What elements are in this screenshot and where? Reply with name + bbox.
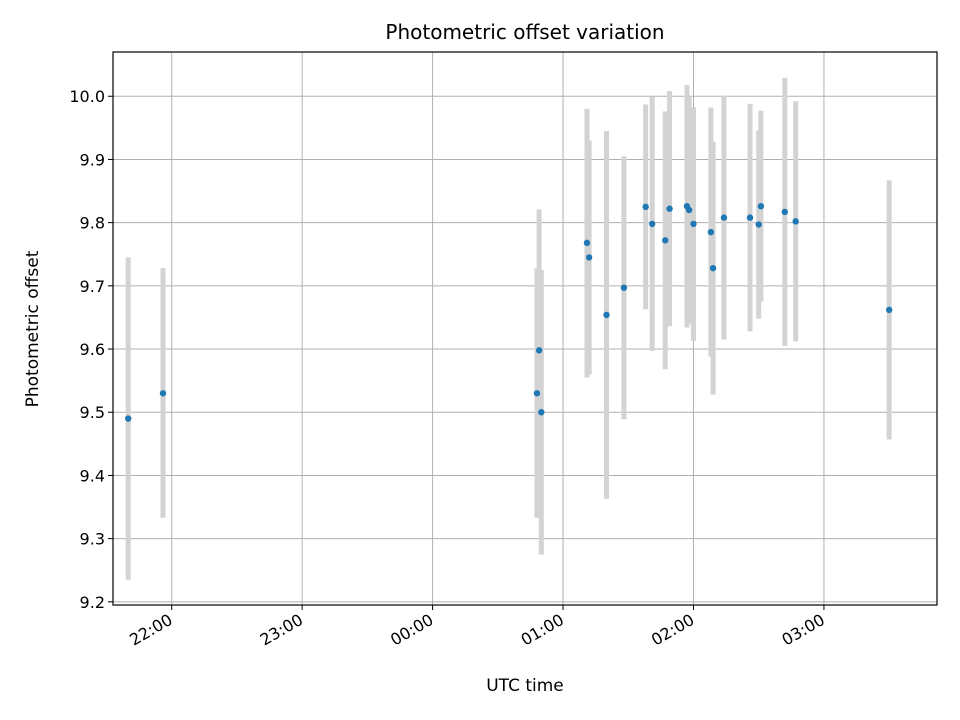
y-tick-label: 9.7: [80, 277, 105, 296]
grid-lines: [113, 52, 937, 605]
x-axis-title: UTC time: [486, 676, 564, 696]
data-point: [662, 237, 669, 244]
data-point: [792, 218, 799, 225]
data-point: [620, 284, 628, 291]
chart-title: Photometric offset variation: [385, 20, 664, 44]
data-point: [666, 205, 673, 212]
data-point: [781, 208, 789, 216]
data-point: [603, 311, 610, 319]
data-points: [125, 203, 893, 422]
data-point: [648, 220, 656, 228]
y-axis-ticks: 9.2 9.3 9.4 9.5 9.6 9.7 9.8 9.9 10.0: [69, 87, 113, 612]
y-tick-label: 9.9: [80, 150, 105, 169]
data-point: [690, 220, 697, 228]
y-tick-label: 9.5: [80, 403, 105, 422]
data-point: [685, 206, 693, 214]
data-point: [538, 409, 545, 416]
y-tick-label: 9.4: [80, 466, 105, 485]
data-point: [755, 221, 762, 228]
plot-frame: [112, 51, 938, 606]
data-point: [885, 306, 893, 314]
data-point: [125, 415, 132, 422]
y-tick-label: 9.8: [80, 214, 105, 233]
y-axis-title: Photometric offset: [23, 250, 43, 407]
data-point: [533, 390, 541, 397]
data-point: [720, 214, 728, 221]
data-point: [709, 264, 717, 272]
data-point: [535, 347, 543, 354]
data-point: [583, 239, 591, 247]
data-point: [159, 390, 167, 397]
data-point: [746, 214, 754, 221]
data-point: [585, 254, 593, 261]
y-tick-label: 9.6: [80, 340, 105, 359]
data-point: [642, 203, 649, 211]
y-tick-label: 10.0: [69, 87, 105, 106]
y-tick-label: 9.3: [80, 530, 105, 549]
data-point: [757, 203, 765, 210]
data-point: [707, 228, 715, 236]
y-tick-label: 9.2: [80, 593, 105, 612]
